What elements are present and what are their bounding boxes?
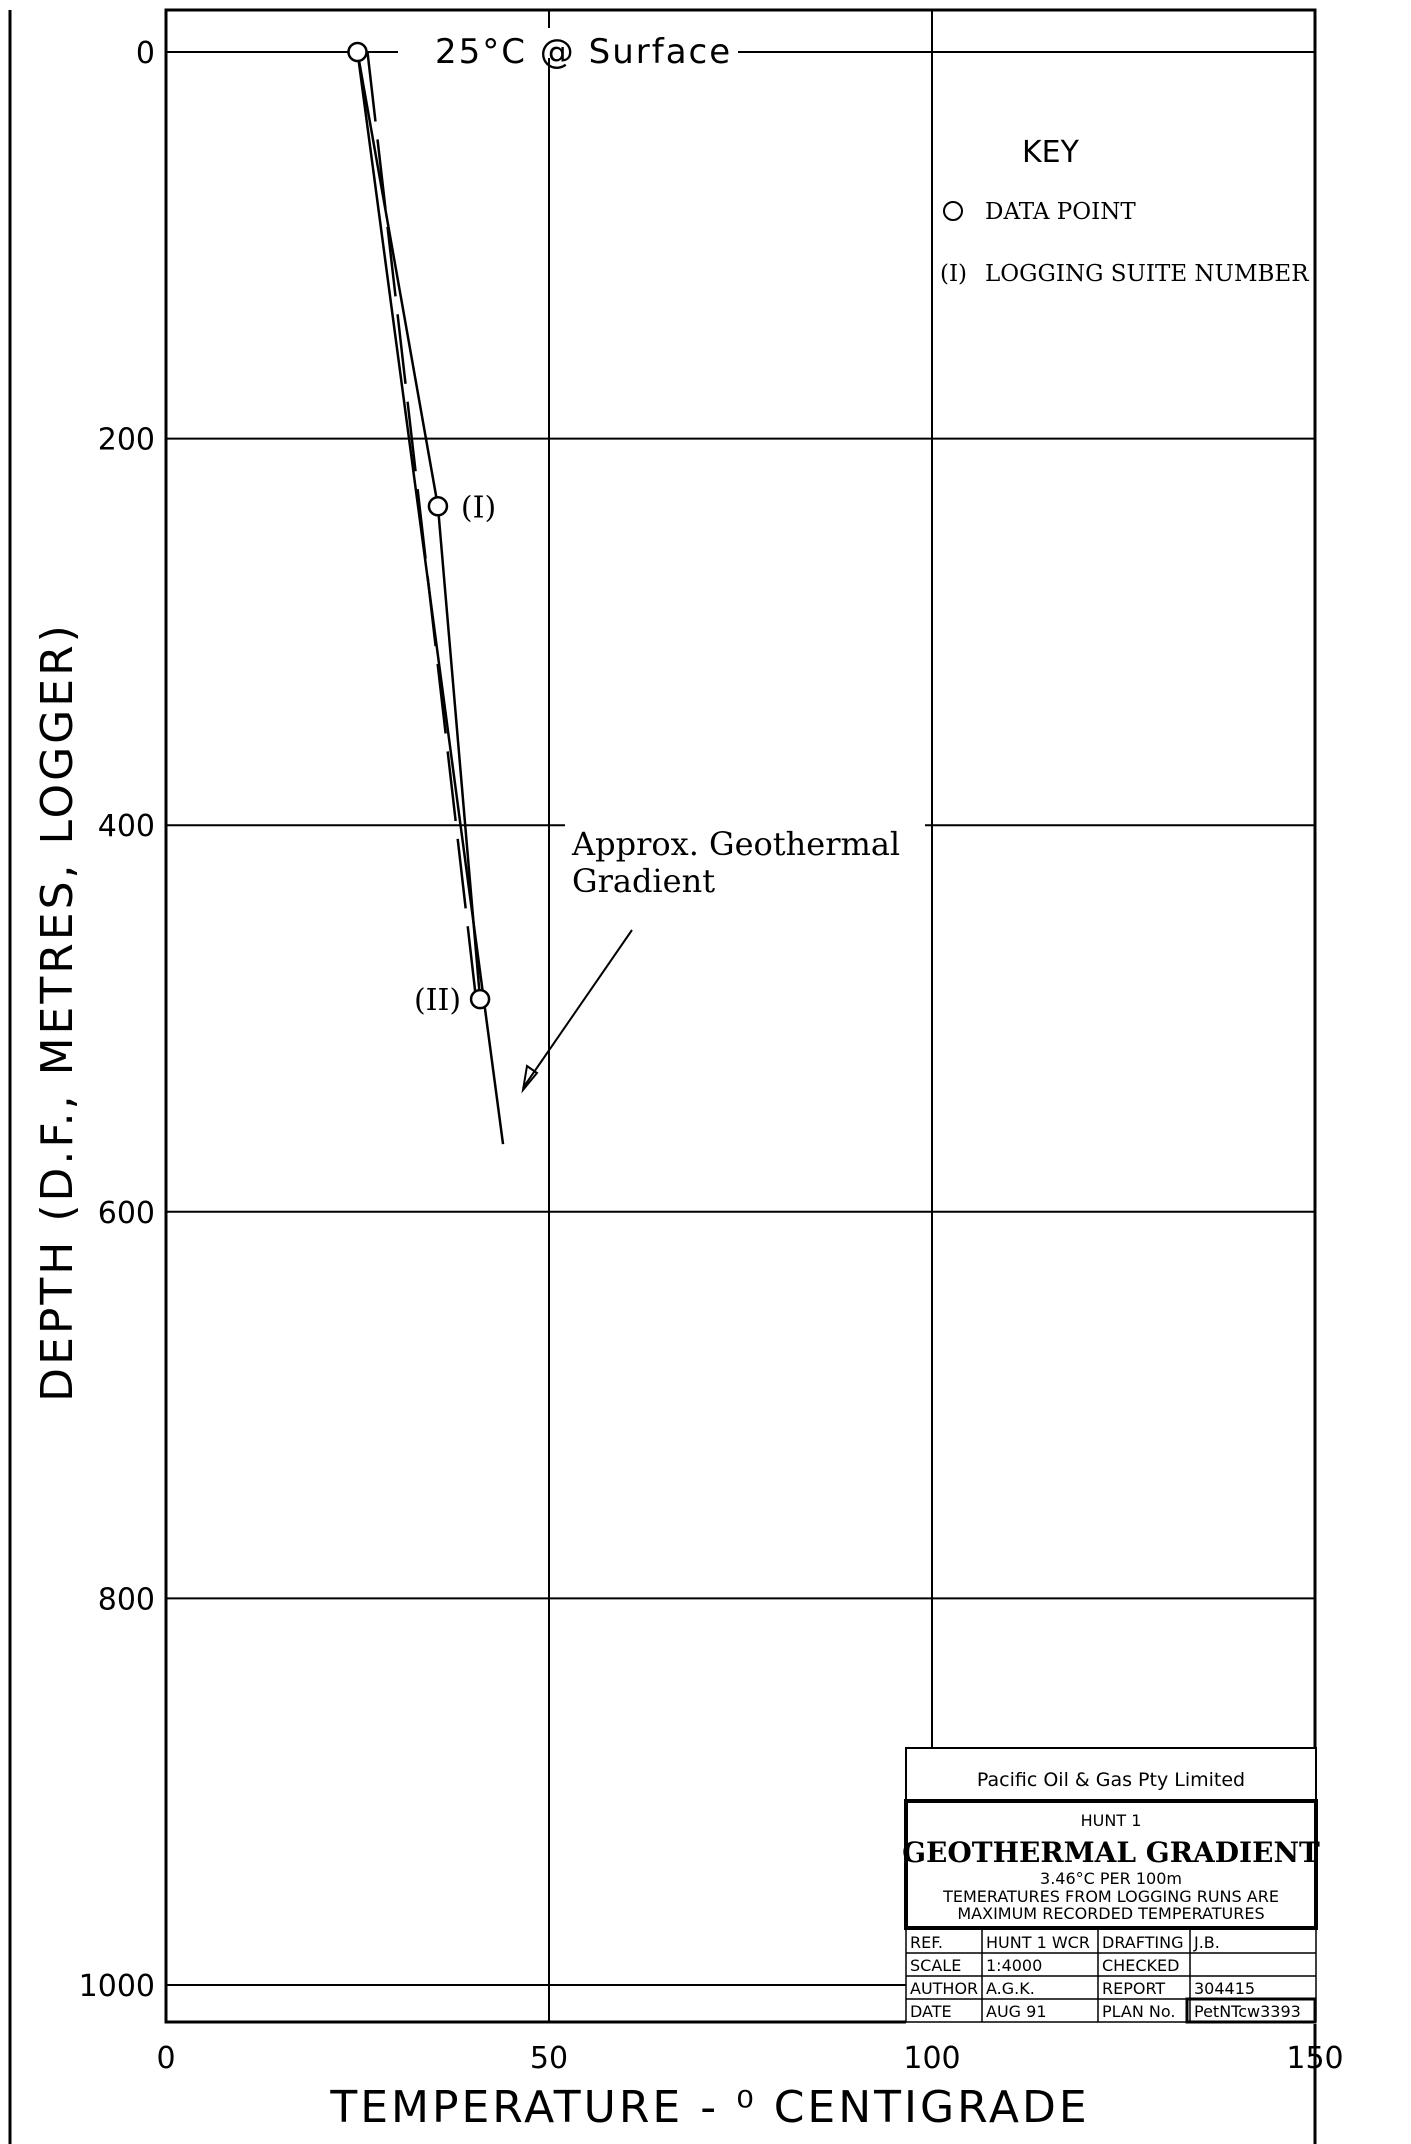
x-tick-label: 100	[903, 2041, 960, 2076]
y-tick-label: 200	[98, 423, 155, 458]
note-line-1: TEMERATURES FROM LOGGING RUNS ARE	[942, 1887, 1279, 1906]
table-cell: 304415	[1194, 1979, 1255, 1998]
table-cell: HUNT 1 WCR	[986, 1933, 1090, 1952]
table-cell: DRAFTING	[1102, 1933, 1184, 1952]
data-point-label: (I)	[461, 490, 496, 525]
plan-number-box	[1185, 1997, 1317, 2024]
gradient-label-bg	[565, 822, 925, 900]
dashed-line	[366, 51, 478, 1000]
table-cell: J.B.	[1193, 1933, 1220, 1952]
legend-title: KEY	[1022, 135, 1080, 170]
title-box	[904, 1799, 1318, 1930]
table-cell: AUG 91	[986, 2002, 1047, 2021]
grid-lines	[166, 10, 1315, 2022]
x-axis-title: TEMPERATURE - ⁰ CENTIGRADE	[329, 2082, 1089, 2133]
x-tick-label: 50	[530, 2041, 568, 2076]
title-block: Pacific Oil & Gas Pty Limited HUNT 1 GEO…	[902, 1747, 1320, 2024]
table-cell: 1:4000	[986, 1956, 1042, 1975]
legend-suite: LOGGING SUITE NUMBER	[985, 261, 1309, 287]
table-cell: PLAN No.	[1102, 2002, 1176, 2021]
y-tick-labels: 0 200 400 600 800 1000	[79, 36, 155, 2004]
gradient-rate: 3.46°C PER 100m	[1040, 1869, 1182, 1888]
y-tick-label: 800	[98, 1582, 155, 1617]
data-point	[427, 496, 449, 517]
well-name: HUNT 1	[1081, 1811, 1142, 1830]
table-cell: DATE	[910, 2002, 952, 2021]
legend-circle-icon	[943, 201, 963, 221]
gradient-annotation-line1: Approx. Geothermal	[571, 825, 900, 863]
data-point	[469, 988, 491, 1010]
legend-suite-symbol: (I)	[940, 261, 967, 287]
surface-annotation: 25°C @ Surface	[435, 32, 732, 72]
gradient-annotation-line2: Gradient	[572, 862, 715, 900]
title-block-bg	[906, 1748, 1318, 2024]
y-tick-label: 0	[136, 36, 155, 71]
legend: KEY DATA POINT (I) LOGGING SUITE NUMBER	[940, 135, 1309, 287]
legend-data-point: DATA POINT	[985, 199, 1136, 225]
table-cell: SCALE	[910, 1956, 961, 1975]
table-cell: PetNTcw3393	[1194, 2002, 1301, 2021]
plot-frame	[164, 8, 1317, 2024]
table-cell: AUTHOR	[910, 1979, 978, 1998]
gradient-arrow-shaft	[522, 929, 633, 1089]
data-point	[347, 41, 368, 63]
y-axis-title: DEPTH (D.F., METRES, LOGGER)	[32, 622, 83, 1402]
table-cell: REF.	[910, 1933, 943, 1952]
company-name: Pacific Oil & Gas Pty Limited	[977, 1769, 1245, 1791]
gradient-lines	[356, 51, 505, 1145]
data-point-label: (II)	[414, 983, 461, 1018]
x-tick-label: 150	[1286, 2041, 1343, 2076]
block-title: GEOTHERMAL GRADIENT	[902, 1836, 1320, 1869]
gradient-arrow-head	[521, 1064, 539, 1094]
y-tick-label: 1000	[79, 1969, 155, 2004]
data-points: (I) (II)	[347, 41, 496, 1018]
table-cell: REPORT	[1102, 1979, 1165, 1998]
y-tick-label: 600	[98, 1196, 155, 1231]
x-tick-label: 0	[156, 2041, 175, 2076]
y-tick-label: 400	[98, 809, 155, 844]
title-block-table: REF. HUNT 1 WCR DRAFTING J.B. SCALE 1:4000 CHE…	[905, 1930, 1317, 2024]
note-line-2: MAXIMUM RECORDED TEMPERATURES	[957, 1904, 1264, 1923]
table-cell: A.G.K.	[986, 1979, 1035, 1998]
surface-label-bg	[398, 28, 738, 58]
table-cell: CHECKED	[1102, 1956, 1179, 1975]
x-tick-labels: 0 50 100 150	[156, 2041, 1343, 2076]
